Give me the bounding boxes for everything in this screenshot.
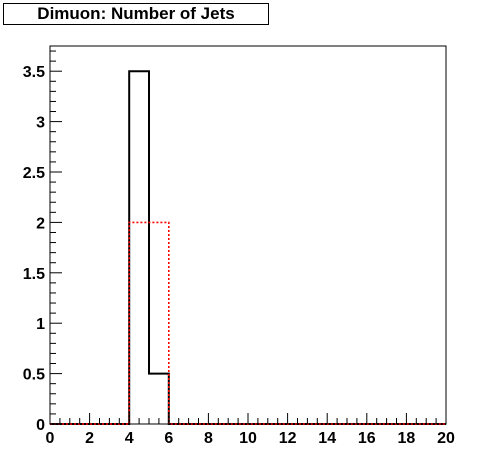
x-tick-label: 6 — [164, 430, 173, 447]
series-1-histogram-line — [50, 70, 446, 425]
series-2-histogram-line — [50, 221, 446, 425]
y-tick-label: 3.5 — [23, 64, 45, 81]
y-tick-label: 2 — [36, 215, 45, 232]
x-tick-label: 18 — [398, 430, 416, 447]
series-2-bin-4 — [129, 222, 149, 424]
x-tick-label: 2 — [85, 430, 94, 447]
x-tick-label: 4 — [125, 430, 134, 447]
y-tick-label: 0.5 — [23, 367, 45, 384]
x-tick-label: 20 — [437, 430, 455, 447]
x-tick-label: 10 — [239, 430, 257, 447]
x-tick-label: 14 — [318, 430, 336, 447]
x-tick-label: 16 — [358, 430, 376, 447]
y-tick-label: 1 — [36, 316, 45, 333]
chart-title: Dimuon: Number of Jets — [3, 3, 269, 25]
series-2-bin-5 — [149, 222, 169, 424]
x-tick-label: 8 — [204, 430, 213, 447]
y-tick-label: 1.5 — [23, 266, 45, 283]
x-tick-label: 12 — [279, 430, 297, 447]
y-tick-label: 2.5 — [23, 165, 45, 182]
y-tick-label: 0 — [36, 417, 45, 434]
y-tick-label: 3 — [36, 115, 45, 132]
x-tick-label: 0 — [46, 430, 55, 447]
plot-frame — [49, 45, 447, 425]
